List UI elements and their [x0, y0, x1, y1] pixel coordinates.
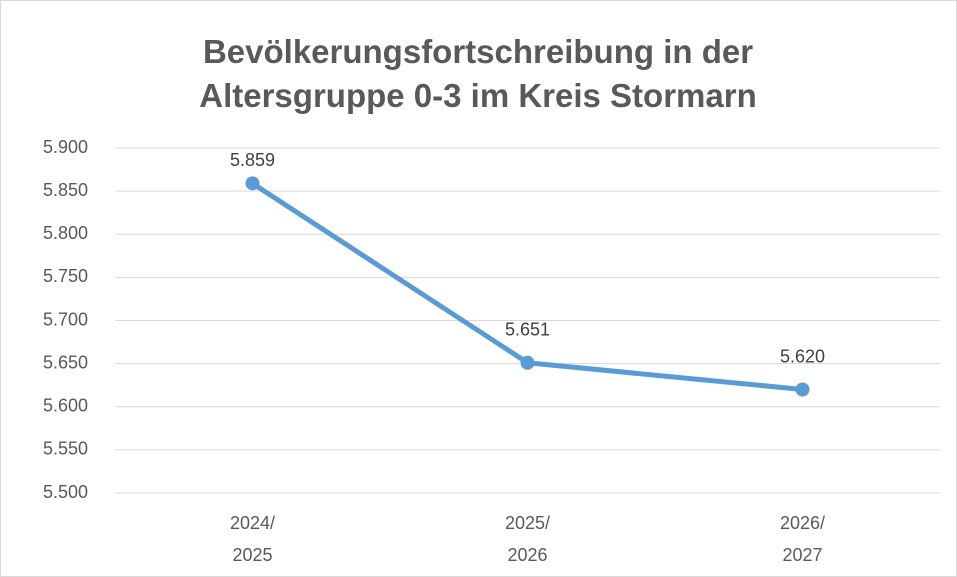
marker — [245, 176, 260, 191]
y-tick-label: 5.700 — [43, 309, 88, 329]
x-tick-label: 2025/ 2026 — [504, 513, 551, 565]
data-label: 5.620 — [780, 346, 825, 366]
y-tick-label: 5.550 — [43, 439, 88, 459]
y-tick-label: 5.500 — [43, 482, 88, 502]
y-tick-label: 5.900 — [43, 137, 88, 157]
marker — [795, 382, 810, 397]
y-tick-label: 5.750 — [43, 266, 88, 286]
y-tick-label: 5.600 — [43, 396, 88, 416]
chart-title: Bevölkerungsfortschreibung in der Alters… — [199, 33, 757, 114]
y-tick-label: 5.800 — [43, 223, 88, 243]
x-tick-label: 2024/ 2025 — [229, 513, 276, 565]
y-tick-label: 5.850 — [43, 180, 88, 200]
data-label: 5.859 — [230, 150, 275, 170]
y-tick-label: 5.650 — [43, 352, 88, 372]
x-tick-label: 2026/ 2027 — [779, 513, 826, 565]
marker — [520, 355, 535, 370]
data-label: 5.651 — [505, 320, 550, 340]
